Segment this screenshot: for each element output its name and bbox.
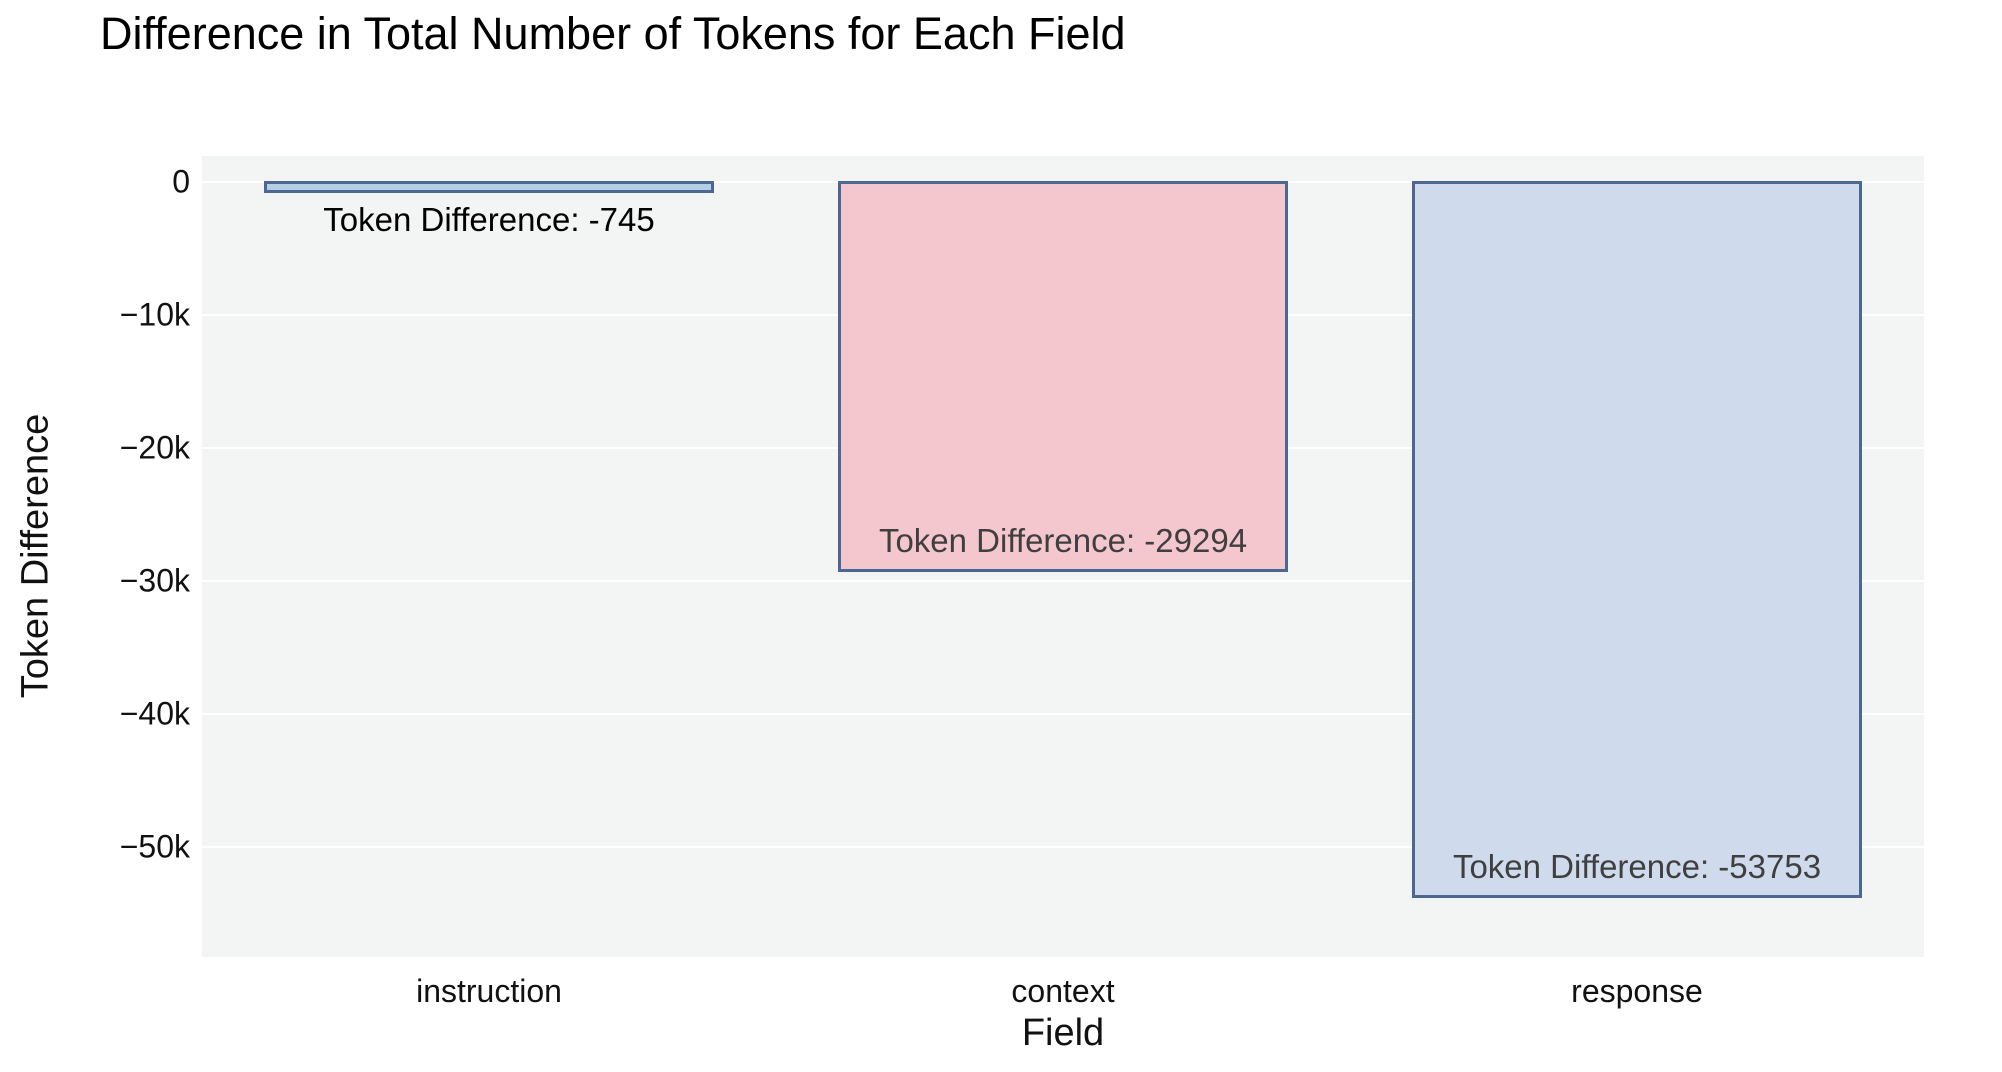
y-tick-label-−40k: −40k: [119, 695, 190, 732]
bar-value-label-instruction: Token Difference: -745: [323, 200, 655, 238]
chart-title: Difference in Total Number of Tokens for…: [100, 8, 1126, 59]
y-tick-label-−50k: −50k: [119, 828, 190, 865]
x-axis-title: Field: [1021, 1012, 1105, 1054]
x-tick-label-instruction: instruction: [416, 973, 562, 1009]
bar-value-label-context: Token Difference: -29294: [878, 521, 1248, 559]
bar-instruction: [264, 180, 714, 193]
plot-area: Token Difference: -745 Token Difference: …: [202, 156, 1924, 957]
y-axis-title: Token Difference: [14, 413, 57, 699]
y-tick-label-−10k: −10k: [119, 296, 190, 333]
y-tick-label-−20k: −20k: [119, 429, 190, 466]
bar-value-label-response: Token Difference: -53753: [1452, 847, 1822, 885]
bar-response: [1412, 180, 1862, 898]
y-tick-label-−30k: −30k: [119, 562, 190, 599]
gridline-−40k: [202, 712, 1924, 715]
x-tick-label-response: response: [1571, 973, 1703, 1009]
bar-context: [838, 180, 1288, 572]
gridline-−50k: [202, 845, 1924, 848]
x-tick-label-context: context: [1011, 973, 1115, 1009]
gridline-−30k: [202, 579, 1924, 582]
y-tick-label-0: 0: [172, 163, 190, 200]
